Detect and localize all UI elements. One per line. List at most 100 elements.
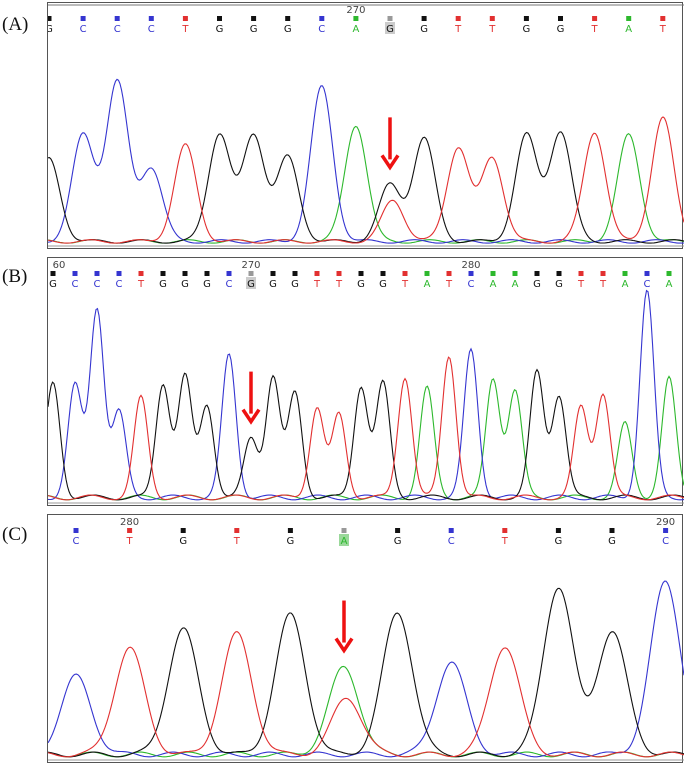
base-marker [314,271,320,276]
base-call: C [318,24,325,35]
base-marker [490,271,496,276]
base-call: G [179,536,187,547]
base-marker [663,528,669,533]
base-call: C [226,279,233,290]
base-marker [489,16,495,21]
base-marker [72,271,78,276]
base-call: A [622,279,629,290]
trace-T [48,356,684,501]
base-call: C [72,279,79,290]
base-call: G [48,24,53,35]
arrow-head [334,637,354,654]
base-marker [402,271,408,276]
base-call: G [608,536,616,547]
base-call: T [313,279,321,290]
base-marker [660,16,666,21]
base-marker [558,16,563,21]
base-call: T [577,279,585,290]
base-marker [666,271,672,276]
chromatogram-c: C T G T G A G C T G G C 280 290 [47,514,684,763]
base-marker [358,271,364,276]
base-marker [578,271,584,276]
base-marker [116,271,122,276]
trace-A [48,125,684,244]
base-call: G [420,24,428,35]
base-marker [48,16,52,21]
base-marker [448,528,454,533]
base-call: T [501,536,509,547]
highlight-box [339,534,349,546]
highlight-box [246,277,256,289]
base-marker [248,271,254,276]
base-marker [251,16,257,21]
base-call: T [137,279,145,290]
base-marker [148,16,154,21]
base-call: A [625,24,632,35]
arrow-head [241,408,261,425]
base-marker [512,271,518,276]
base-marker [622,271,628,276]
highlight-box [385,22,395,34]
base-call: C [114,24,121,35]
base-marker [395,528,401,533]
base-call: C [148,24,155,35]
base-call: G [523,24,531,35]
base-marker [80,16,86,21]
base-call: G [181,279,189,290]
arrow-head [380,154,400,171]
base-marker [446,271,452,276]
base-call: A [512,279,519,290]
base-marker [387,16,393,21]
base-marker [50,271,56,276]
base-marker [555,528,561,533]
base-marker [73,528,79,533]
base-call: G [357,279,365,290]
base-marker [234,528,240,533]
base-call: T [233,536,241,547]
panel-label-a: (A) [2,14,29,35]
base-call: A [352,24,359,35]
base-call: T [401,279,409,290]
base-call: T [599,279,607,290]
base-marker [609,528,615,533]
chromatogram-a: G C C C T G G G C A G G T T G G T A T 270 [47,2,684,249]
base-call: C [94,279,101,290]
base-marker [114,16,120,21]
base-marker [138,271,144,276]
base-marker [270,271,276,276]
panel-label-c: (C) [2,524,28,545]
base-marker [182,16,188,21]
base-call: G [533,279,541,290]
base-marker [182,271,188,276]
base-call: T [181,24,189,35]
base-marker [644,271,650,276]
base-marker [592,16,598,21]
base-marker [424,271,430,276]
trace-G [48,587,684,758]
trace-T [48,631,684,758]
base-call: C [468,279,475,290]
position-label: 280 [461,260,480,271]
base-marker [287,528,293,533]
base-marker [455,16,461,21]
position-label: 280 [120,517,139,528]
base-call: A [666,279,673,290]
base-marker [285,16,291,21]
base-marker [127,528,133,533]
base-marker [180,528,186,533]
base-marker [380,271,386,276]
base-marker [502,528,508,533]
base-call: G [203,279,211,290]
trace-C [48,580,684,758]
base-call: G [159,279,167,290]
base-call: G [250,24,258,35]
base-call: G [247,279,255,290]
base-marker [600,271,606,276]
base-marker [292,271,298,276]
trace-A [48,665,684,758]
base-call: C [73,536,80,547]
base-marker [336,271,342,276]
base-marker [626,16,632,21]
base-call: T [335,279,343,290]
chromatogram-b: G C C C T G G G C G G G T T G G T A T C A A G G T T A C A 60 270 280 [47,257,684,506]
